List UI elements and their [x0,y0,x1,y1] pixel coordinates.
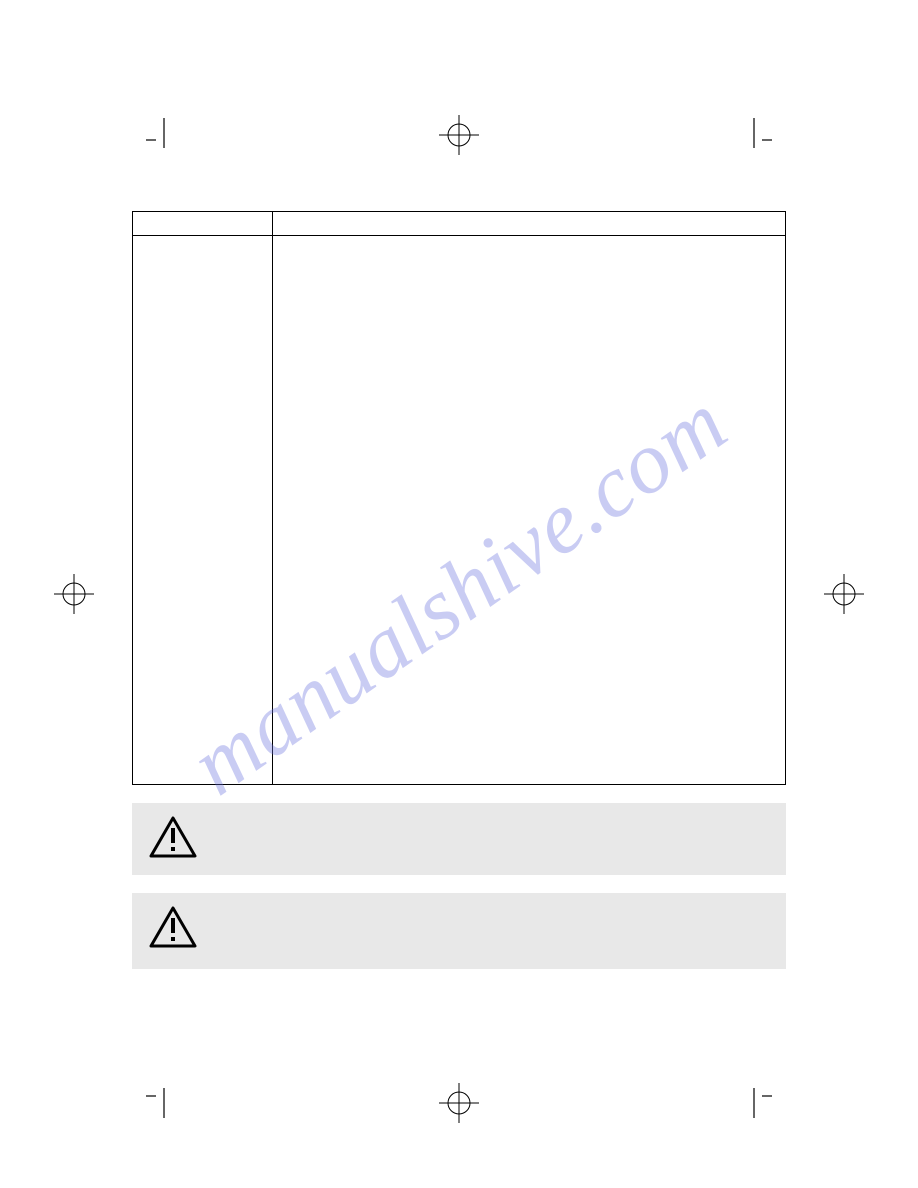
table-header-cell-right [273,212,785,235]
registration-mark-left [52,572,96,616]
main-table [132,211,786,785]
registration-mark-right [822,572,866,616]
table-header-row [133,212,785,236]
table-body-cell-left [133,236,273,784]
crop-mark-top-right [736,118,772,154]
page-content [132,211,786,979]
registration-mark-bottom [437,1081,481,1125]
table-header-cell-left [133,212,273,235]
crop-mark-bottom-right [736,1082,772,1118]
registration-mark-top [437,113,481,157]
crop-mark-bottom-left [146,1082,182,1118]
table-body-row [133,236,785,784]
table-body-cell-right [273,236,785,784]
warning-triangle-icon [148,815,198,859]
warning-box-1 [132,803,786,875]
warning-box-2 [132,893,786,969]
warning-triangle-icon [148,905,198,949]
crop-mark-top-left [146,118,182,154]
